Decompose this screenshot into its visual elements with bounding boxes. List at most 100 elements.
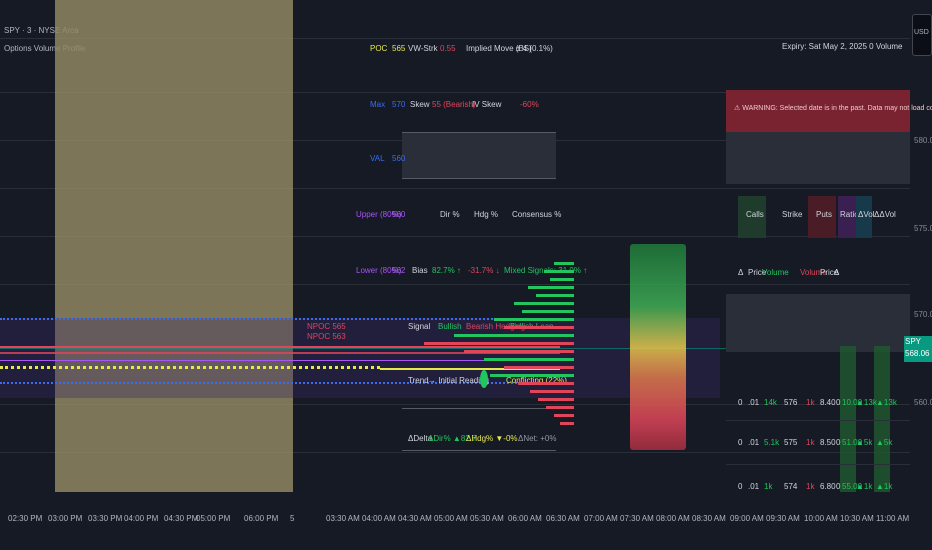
volume-bar (560, 422, 574, 425)
price-badge-symbol: SPY (905, 337, 922, 346)
put-delta: 0 (836, 438, 841, 447)
stat-cell: -60% (520, 100, 539, 109)
time-tick: 04:00 AM (362, 514, 396, 523)
stat-cell: ΔNet: +0% (518, 434, 557, 443)
table-divider (726, 464, 910, 465)
volume-bar (522, 310, 574, 313)
put-delta: 0 (836, 398, 841, 407)
price-badge-value: 568.06 (905, 349, 930, 358)
volume-bar (504, 366, 574, 369)
time-tick: 11:00 AM (876, 514, 910, 523)
current-price-line (0, 348, 910, 349)
symbol-line[interactable]: SPY · 3 · NYSE Arca (4, 26, 79, 35)
volume-bar (494, 318, 574, 321)
delta-delta-vol: ▲1k (876, 482, 893, 491)
upper-band-line (0, 318, 560, 320)
stat-cell: IV Skew (472, 100, 502, 109)
stat-cell: Bullish (438, 322, 462, 331)
expiry-title: Expiry: Sat May 2, 2025 0 Volume (782, 42, 903, 51)
poc-line-2 (0, 352, 560, 354)
stat-label: VAL (370, 154, 385, 163)
time-tick: 09:00 AM (730, 514, 764, 523)
call-delta: 0 (738, 482, 743, 491)
price-axis[interactable]: 580.00 575.00 570.00 560.00 (912, 0, 932, 492)
call-volume: 5.1k (764, 438, 780, 447)
session-shade (55, 0, 293, 492)
price-badge: SPY 568.06 (904, 336, 932, 362)
volume-bar (554, 414, 574, 417)
volume-bar (514, 302, 574, 305)
stat-cell: 82.7% ↑ (432, 266, 461, 275)
signal-line-solid (380, 368, 560, 370)
strike: 574 (784, 482, 798, 491)
stat-cell: 55 (Bearish) (432, 100, 476, 109)
volume-bar (546, 406, 574, 409)
subheader: Δ (738, 268, 744, 277)
ratio: 51.00 (842, 438, 863, 447)
subheader: Price (820, 268, 839, 277)
volume-bar (530, 390, 574, 393)
put-volume: 1k (806, 398, 815, 407)
npoc-label: NPOC 565 (307, 322, 346, 331)
volume-bar (454, 334, 574, 337)
time-axis[interactable]: 02:30 PM 03:00 PM 03:30 PM 04:00 PM 04:3… (0, 492, 932, 550)
price-tick: 580.00 (914, 136, 932, 145)
time-tick: 06:00 AM (508, 514, 542, 523)
stat-value: 560 (392, 154, 406, 163)
call-volume: 1k (764, 482, 773, 491)
stat-cell: Skew (410, 100, 430, 109)
value-area-band (0, 318, 720, 398)
currency-label: USD (914, 29, 929, 36)
grid-line (0, 188, 910, 189)
stat-value: 562 (392, 266, 406, 275)
stat-cell: Signal (408, 322, 431, 331)
ratio-header-cell: Ratio (838, 196, 859, 238)
empty-row (726, 132, 910, 184)
call-delta: 0 (738, 438, 743, 447)
stat-value: 560 (392, 210, 406, 219)
calls-header-cell: Calls (738, 196, 766, 238)
stat-cell: VW-Strk (408, 44, 438, 53)
call-delta: 0 (738, 398, 743, 407)
ddvol-column-highlight (874, 346, 890, 492)
stat-cell: Bearish Hedging (466, 322, 526, 331)
stat-cell: 0.55 (440, 44, 456, 53)
stat-label: Lower (80%) (356, 266, 402, 275)
calls-header: Calls (746, 210, 764, 219)
stat-value: 570 (392, 100, 406, 109)
table-divider (402, 408, 556, 409)
stat-cell: ± 4 (0.1%) (516, 44, 553, 53)
time-tick: 05:30 AM (470, 514, 504, 523)
delta-vol: ▲13k (856, 398, 877, 407)
volume-bar (518, 382, 574, 385)
put-volume: 1k (806, 438, 815, 447)
volume-bar (504, 326, 574, 329)
subheader: Price (748, 268, 767, 277)
stat-value: 565 (392, 44, 406, 53)
signal-line (0, 366, 380, 369)
grid-line (0, 404, 910, 405)
time-tick: 08:30 AM (692, 514, 726, 523)
time-tick: 05:00 AM (434, 514, 468, 523)
price-tick: 570.00 (914, 310, 932, 319)
poc-line (0, 346, 560, 348)
trend-indicator (480, 370, 488, 388)
puts-header-cell: Puts (808, 196, 836, 238)
delta-delta-vol: ▲13k (876, 398, 897, 407)
empty-row (726, 294, 910, 352)
time-tick: 10:00 AM (804, 514, 838, 523)
time-tick: 5 (290, 514, 295, 523)
lower-band-line (0, 382, 560, 384)
time-tick: 04:30 PM (164, 514, 199, 523)
call-price: .01 (748, 482, 760, 491)
stat-cell: Dir % (440, 210, 460, 219)
table-row[interactable]: 0 .01 1k 574 1k 6.80 0 55.00 ▲1k ▲1k (726, 482, 910, 492)
time-tick: 02:30 PM (8, 514, 43, 523)
indicator-name[interactable]: Options Volume Profile (4, 44, 86, 53)
volume-bar (554, 262, 574, 265)
time-tick: 10:30 AM (840, 514, 874, 523)
volume-bar (464, 350, 574, 353)
table-divider (402, 178, 556, 179)
call-price: .01 (748, 398, 760, 407)
ratio-column-highlight (840, 346, 856, 492)
